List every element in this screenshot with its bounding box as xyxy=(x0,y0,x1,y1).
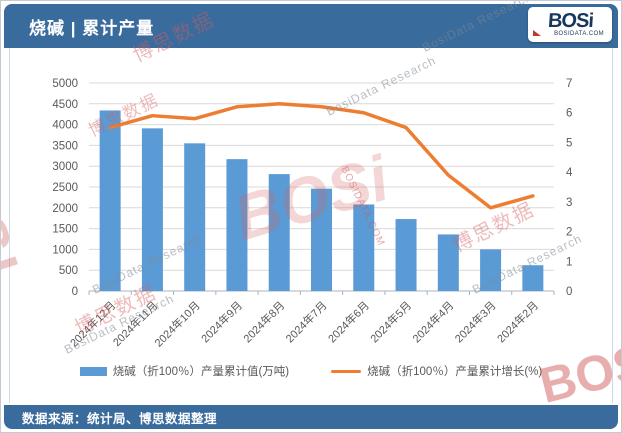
right-axis-tick: 5 xyxy=(566,137,572,149)
left-axis-tick: 1500 xyxy=(52,224,78,236)
page-title: 烧碱 | 累计产量 xyxy=(29,18,155,38)
legend-line-swatch xyxy=(331,369,362,373)
bar xyxy=(184,143,206,291)
x-axis-label: 2024年8月 xyxy=(240,298,287,345)
logo-domain-text: BOSIDATA.COM xyxy=(554,30,604,37)
x-axis-label: 2024年7月 xyxy=(283,298,330,345)
legend-item-line: 烧碱（折100％）产量累计增长(%) xyxy=(331,363,542,379)
left-axis-tick: 3000 xyxy=(52,161,78,173)
chart-svg: 0 500 1000 1500 2000 2500 3000 3500 4000 4500 5000… xyxy=(52,78,573,350)
right-axis-tick: 0 xyxy=(566,286,572,298)
bar xyxy=(480,249,502,291)
header-bar: 烧碱 | 累计产量 xyxy=(4,4,618,48)
right-axis-tick: 4 xyxy=(566,167,573,179)
x-axis-label: 2024年5月 xyxy=(367,298,414,345)
left-axis-tick: 4000 xyxy=(52,120,78,132)
legend-item-bars: 烧碱（折100％）产量累计值(万吨) xyxy=(79,363,290,379)
data-source-text: 数据来源：统计局、博思数据整理 xyxy=(22,411,218,426)
bar xyxy=(141,128,163,291)
bosi-logo: BOSi BOSIDATA.COM xyxy=(528,7,612,42)
left-axis-tick: 3500 xyxy=(52,140,78,152)
right-axis-tick: 2 xyxy=(566,227,572,239)
left-axis-tick: 1000 xyxy=(52,244,78,256)
x-axis-label: 2024年2月 xyxy=(494,298,541,345)
logo-triangle-icon xyxy=(533,30,541,36)
bar xyxy=(522,265,544,291)
x-axis-label: 2024年12月 xyxy=(67,298,118,349)
bar xyxy=(437,234,459,291)
left-axis-tick: 0 xyxy=(72,286,78,298)
right-axis-tick: 7 xyxy=(566,78,572,90)
x-axis-label: 2024年4月 xyxy=(409,298,456,345)
left-axis-tick: 4500 xyxy=(52,99,78,111)
chart-legend: 烧碱（折100％）产量累计值(万吨) 烧碱（折100％）产量累计增长(%) xyxy=(1,362,621,380)
right-axis-tick: 3 xyxy=(566,197,572,209)
bar xyxy=(395,219,417,291)
x-axis-label: 2024年9月 xyxy=(198,298,245,345)
bar xyxy=(311,188,332,291)
logo-brand-text: BOSi xyxy=(546,9,594,32)
bar xyxy=(268,174,290,291)
growth-line xyxy=(108,102,535,210)
bar xyxy=(99,110,121,292)
legend-bar-label: 烧碱（折100％）产量累计值(万吨) xyxy=(112,366,290,378)
right-axis-tick: 1 xyxy=(566,256,572,268)
legend-bar-swatch xyxy=(79,366,107,376)
bar xyxy=(353,204,375,291)
x-axis-label: 2024年10月 xyxy=(151,298,202,349)
left-axis-tick: 5000 xyxy=(52,78,78,90)
legend-line-label: 烧碱（折100％）产量累计增长(%) xyxy=(367,366,543,378)
x-axis-label: 2024年6月 xyxy=(325,298,372,345)
bar xyxy=(226,159,248,291)
footer-bar: 数据来源：统计局、博思数据整理 xyxy=(4,405,618,429)
x-axis-label: 2024年3月 xyxy=(452,298,499,345)
left-axis-tick: 2000 xyxy=(52,203,78,215)
left-axis-tick: 500 xyxy=(59,265,78,277)
right-axis-tick: 6 xyxy=(566,108,572,120)
left-axis-tick: 2500 xyxy=(52,182,78,194)
